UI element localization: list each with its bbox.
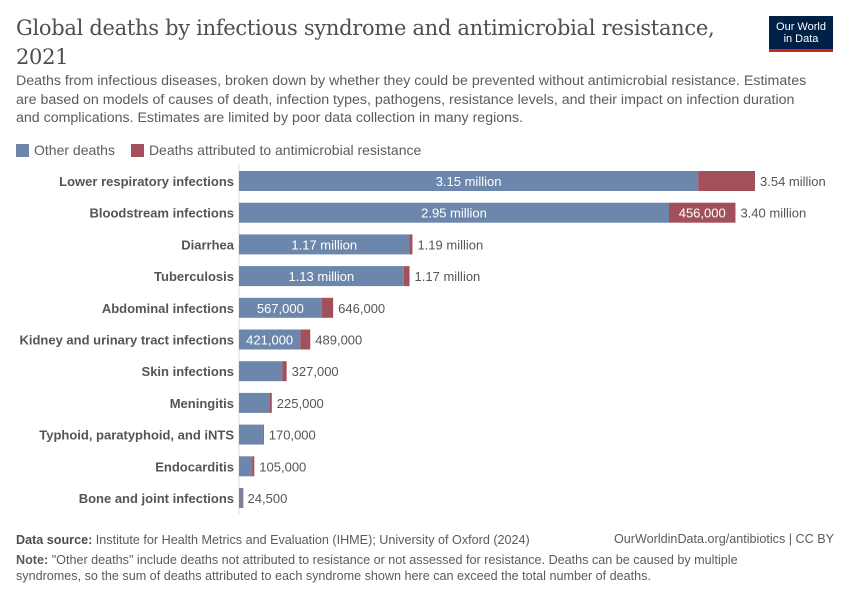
total-label: 170,000 <box>269 428 316 443</box>
category-label: Tuberculosis <box>154 269 234 284</box>
amr-bar <box>300 329 311 350</box>
category-label: Bloodstream infections <box>90 206 234 221</box>
amr-bar <box>262 424 264 445</box>
other-value-label: 567,000 <box>257 301 304 316</box>
other-bar <box>239 234 410 255</box>
category-label: Endocarditis <box>155 459 234 474</box>
category-label: Bone and joint infections <box>79 491 234 506</box>
other-value-label: 3.15 million <box>436 174 502 189</box>
category-label: Diarrhea <box>181 237 235 252</box>
legend: Other deaths Deaths attributed to antimi… <box>16 142 421 158</box>
other-value-label: 1.13 million <box>288 269 354 284</box>
total-label: 225,000 <box>277 396 324 411</box>
other-bar <box>239 456 253 477</box>
amr-bar <box>321 297 334 318</box>
amr-bar <box>252 456 255 477</box>
note-text: "Other deaths" include deaths not attrib… <box>16 553 738 583</box>
amr-bar <box>409 234 413 255</box>
amr-bar <box>242 488 244 508</box>
category-label: Kidney and urinary tract infections <box>19 333 234 348</box>
amr-bar <box>403 266 410 287</box>
amr-value-label: 456,000 <box>679 206 726 221</box>
source-text: Institute for Health Metrics and Evaluat… <box>95 533 530 547</box>
total-label: 3.40 million <box>740 206 806 221</box>
amr-bar <box>269 392 272 413</box>
total-label: 3.54 million <box>760 174 826 189</box>
category-label: Skin infections <box>142 364 234 379</box>
other-bar <box>239 424 263 445</box>
other-value-label: 2.95 million <box>421 206 487 221</box>
total-label: 327,000 <box>292 364 339 379</box>
footer-link[interactable]: OurWorldinData.org/antibiotics | CC BY <box>613 532 834 546</box>
amr-bar <box>669 202 736 223</box>
other-bar <box>239 361 283 382</box>
legend-swatch <box>130 143 144 157</box>
category-label: Meningitis <box>170 396 234 411</box>
note-label: Note: <box>16 553 49 567</box>
footer-note: Note: "Other deaths" include deaths not … <box>16 552 796 584</box>
other-bar <box>239 392 270 413</box>
other-bar <box>239 171 699 191</box>
legend-item-amr[interactable]: Deaths attributed to antimicrobial resis… <box>130 142 422 158</box>
total-label: 105,000 <box>259 459 306 474</box>
bar-chart: Lower respiratory infections 3.15 million… <box>19 164 826 515</box>
category-label: Abdominal infections <box>102 301 234 316</box>
total-label: 24,500 <box>248 491 288 506</box>
total-label: 489,000 <box>315 333 362 348</box>
chart-title: Global deaths by infectious syndrome and… <box>16 16 715 69</box>
legend-label: Deaths attributed to antimicrobial resis… <box>148 142 422 158</box>
other-bar <box>239 266 404 287</box>
other-bar <box>239 329 301 350</box>
legend-item-other[interactable]: Other deaths <box>16 142 115 158</box>
total-label: 646,000 <box>338 301 385 316</box>
legend-swatch <box>16 143 29 157</box>
source-label: Data source: <box>16 533 93 547</box>
amr-bar <box>282 361 287 382</box>
category-label: Typhoid, paratyphoid, and iNTS <box>39 428 234 443</box>
other-value-label: 421,000 <box>246 333 293 348</box>
footer-source: Data source: Institute for Health Metric… <box>16 532 836 548</box>
category-label: Lower respiratory infections <box>59 174 234 189</box>
other-bar <box>239 488 243 508</box>
amr-bar <box>698 171 755 191</box>
logo-line1: Our World <box>776 21 826 33</box>
owid-logo[interactable]: Our World in Data <box>769 16 833 52</box>
other-value-label: 1.17 million <box>291 237 357 252</box>
total-label: 1.17 million <box>415 269 481 284</box>
logo-line2: in Data <box>783 33 819 45</box>
chart-subtitle: Deaths from infectious diseases, broken … <box>16 73 807 126</box>
legend-label: Other deaths <box>34 142 115 158</box>
other-bar <box>239 297 322 318</box>
other-bar <box>239 202 669 223</box>
total-label: 1.19 million <box>417 237 483 252</box>
